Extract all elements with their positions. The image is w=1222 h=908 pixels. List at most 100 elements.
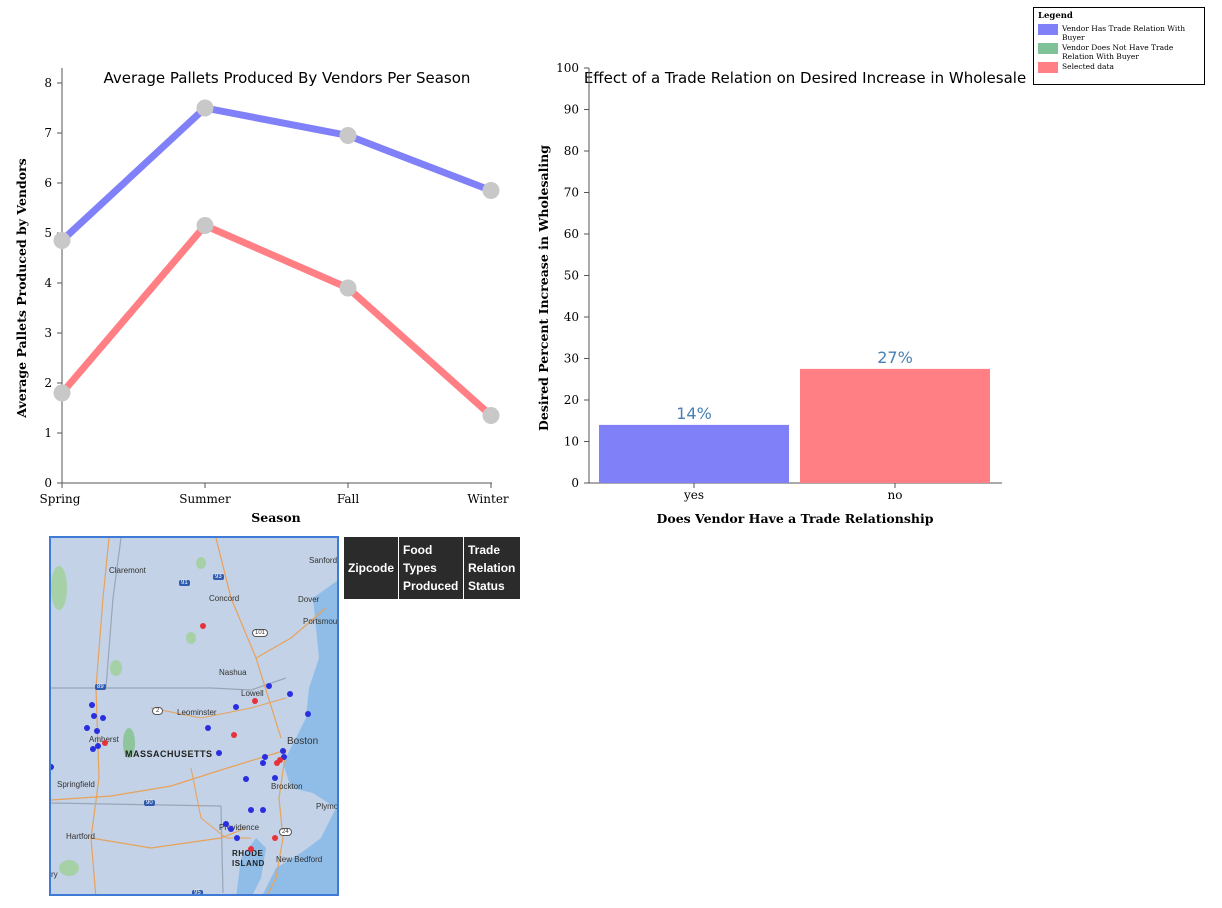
- line-point[interactable]: [339, 127, 357, 144]
- map-bay: [236, 838, 266, 894]
- map-dot-vendor[interactable]: [84, 725, 90, 731]
- column-header-trade-relation[interactable]: Trade Relation Status: [463, 536, 522, 600]
- map-shield-91: 91: [179, 580, 190, 586]
- bar-chart-y-tick-label: 20: [564, 393, 579, 407]
- map-label-rhode: RHODE: [232, 849, 264, 858]
- map-dot-vendor[interactable]: [228, 826, 234, 832]
- line-point[interactable]: [196, 99, 214, 117]
- line-chart-y-tick-label: 8: [44, 76, 52, 90]
- map-dot-vendor[interactable]: [95, 743, 101, 749]
- map-dot-selected[interactable]: [200, 623, 206, 629]
- column-header-label: Food Types Produced: [403, 543, 459, 593]
- line-chart-y-tick-label: 6: [44, 176, 52, 190]
- map-label-portsmouth: Portsmouth: [303, 617, 338, 626]
- map-dot-vendor[interactable]: [216, 750, 222, 756]
- line-point[interactable]: [53, 384, 71, 402]
- map-dot-selected[interactable]: [102, 740, 108, 746]
- map-shield-90: 90: [144, 800, 155, 806]
- map-dot-vendor[interactable]: [243, 776, 249, 782]
- vendor-map[interactable]: Claremont Concord Sanford Dover Portsmou…: [49, 536, 339, 896]
- line-chart-x-tick-label: Fall: [337, 492, 360, 506]
- map-label-island: ISLAND: [232, 859, 265, 868]
- table-header-row: Zipcode Food Types Produced Trade Relati…: [342, 536, 522, 600]
- line-point[interactable]: [339, 279, 357, 297]
- bar-chart-y-tick-label: 60: [564, 227, 579, 241]
- line-series-0[interactable]: [59, 104, 493, 244]
- line-series-1[interactable]: [59, 222, 494, 419]
- legend-item-selected: Selected data: [1038, 62, 1200, 74]
- map-dot-vendor[interactable]: [248, 807, 254, 813]
- map-dot-vendor[interactable]: [260, 760, 266, 766]
- bar-no[interactable]: [800, 368, 990, 483]
- line-chart-x-tick-label: Summer: [179, 492, 231, 506]
- map-dot-vendor[interactable]: [51, 764, 54, 770]
- map-dot-vendor[interactable]: [305, 711, 311, 717]
- line-point[interactable]: [196, 217, 214, 234]
- map-dot-vendor[interactable]: [280, 748, 286, 754]
- map-label-plymouth: Plymo: [316, 802, 339, 811]
- map-dot-selected[interactable]: [252, 698, 258, 704]
- map-label-lowell: Lowell: [241, 689, 264, 698]
- bar-chart-y-tick-label: 30: [564, 352, 579, 366]
- map-dot-vendor[interactable]: [266, 683, 272, 689]
- map-shield-93: 93: [213, 574, 224, 580]
- bar-chart-y-axis-title: Desired Percent Increase in Wholesaling: [536, 145, 551, 431]
- line-chart-y-tick-label: 4: [44, 276, 52, 290]
- bar-chart-y-tick-label: 70: [564, 186, 579, 200]
- line-chart-y-tick-label: 1: [44, 426, 52, 440]
- bar-chart-y-tick-label: 90: [564, 103, 579, 117]
- map-dot-vendor[interactable]: [233, 704, 239, 710]
- map-dot-vendor[interactable]: [281, 754, 287, 760]
- map-dot-vendor[interactable]: [100, 715, 106, 721]
- column-header-label: Zipcode: [348, 561, 395, 575]
- map-park: [186, 632, 196, 644]
- bar-chart-x-axis-title: Does Vendor Have a Trade Relationship: [657, 511, 934, 526]
- column-header-zipcode[interactable]: Zipcode: [342, 536, 400, 600]
- bar-chart-x-tick-label: yes: [683, 488, 704, 502]
- map-dot-vendor[interactable]: [287, 691, 293, 697]
- map-dot-vendor[interactable]: [91, 713, 97, 719]
- map-dot-vendor[interactable]: [89, 702, 95, 708]
- line-point[interactable]: [482, 182, 500, 199]
- map-label-leominster: Leominster: [177, 708, 217, 717]
- map-dot-vendor[interactable]: [260, 807, 266, 813]
- map-dot-vendor[interactable]: [234, 835, 240, 841]
- line-point[interactable]: [53, 232, 71, 249]
- map-dot-vendor[interactable]: [223, 821, 229, 827]
- map-dot-selected[interactable]: [274, 760, 280, 766]
- legend-item-no-relation: Vendor Does Not Have Trade Relation With…: [1038, 43, 1200, 61]
- map-border-ri: [220, 805, 224, 894]
- map-dot-vendor[interactable]: [262, 754, 268, 760]
- bar-yes[interactable]: [599, 424, 789, 483]
- map-border-nh-vt: [105, 538, 122, 689]
- legend-label: Vendor Has Trade Relation With Buyer: [1062, 24, 1186, 42]
- map-park: [123, 728, 135, 758]
- line-chart-y-tick-label: 0: [44, 476, 52, 490]
- map-dot-selected[interactable]: [248, 846, 254, 852]
- map-dot-vendor[interactable]: [94, 728, 100, 734]
- map-label-springfield: Springfield: [57, 780, 95, 789]
- map-label-claremont: Claremont: [109, 566, 146, 575]
- map-label-hartford: Hartford: [66, 832, 95, 841]
- map-park: [59, 860, 79, 876]
- map-dot-selected[interactable]: [272, 835, 278, 841]
- line-chart-x-tick-label: Winter: [467, 492, 509, 506]
- legend-label: Selected data: [1062, 62, 1115, 71]
- line-chart-x-axis-title: Season: [251, 510, 301, 525]
- map-label-boston: Boston: [287, 736, 319, 747]
- map-dot-selected[interactable]: [277, 757, 283, 763]
- bar-chart: Effect of a Trade Relation on Desired In…: [556, 61, 1026, 526]
- map-dot-vendor[interactable]: [90, 746, 96, 752]
- map-shield-95: 95: [192, 890, 203, 896]
- map-dot-selected[interactable]: [231, 732, 237, 738]
- line-point[interactable]: [482, 407, 500, 424]
- bar-data-label: 14%: [676, 404, 712, 423]
- map-park: [196, 557, 206, 569]
- bar-chart-y-tick-label: 10: [564, 435, 579, 449]
- map-label-ry: ry: [51, 870, 58, 879]
- map-dot-vendor[interactable]: [272, 775, 278, 781]
- bar-chart-y-tick-label: 0: [571, 476, 579, 490]
- map-dot-vendor[interactable]: [205, 725, 211, 731]
- map-park: [110, 660, 122, 676]
- column-header-food-types[interactable]: Food Types Produced: [398, 536, 465, 600]
